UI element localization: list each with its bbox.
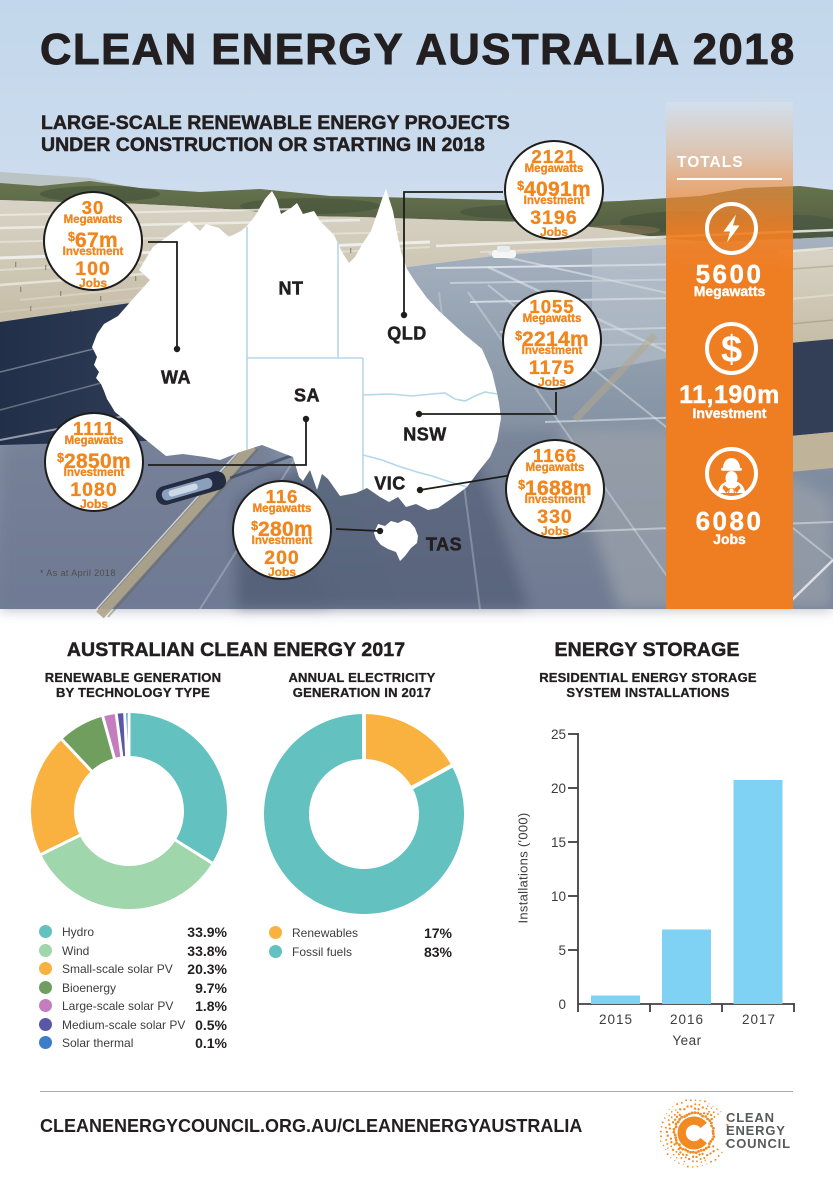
- svg-text:$: $: [720, 329, 741, 371]
